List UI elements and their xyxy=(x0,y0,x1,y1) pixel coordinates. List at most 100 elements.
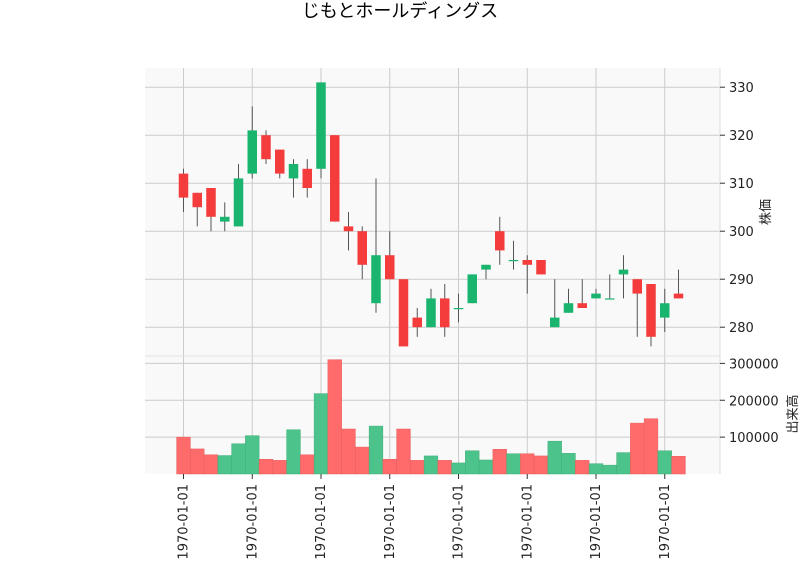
volume-bar xyxy=(217,455,232,475)
grid-lines xyxy=(145,68,721,474)
volume-bar xyxy=(561,453,576,475)
volume-bar xyxy=(327,359,342,475)
volume-bar xyxy=(465,450,480,475)
volume-bar xyxy=(547,440,562,475)
volume-bars xyxy=(176,359,686,475)
volume-tick-label: 200000 xyxy=(729,394,779,409)
candle-body xyxy=(632,279,642,294)
volume-bar xyxy=(258,459,274,475)
volume-bar xyxy=(520,453,535,475)
volume-bar xyxy=(451,462,466,475)
volume-bar xyxy=(382,459,397,475)
volume-bar xyxy=(396,428,411,475)
candle-body xyxy=(220,216,230,222)
candle-body xyxy=(357,231,367,265)
candle-body xyxy=(605,298,615,300)
volume-axis: 100000 200000 300000 xyxy=(720,357,779,446)
volume-bar xyxy=(300,454,315,475)
x-tick-label: 1970-01-01 xyxy=(589,484,604,560)
volume-bar xyxy=(176,436,191,475)
volume-bar xyxy=(588,463,604,475)
price-tick-label: 330 xyxy=(729,81,754,96)
candle-body xyxy=(385,255,395,280)
candle-body xyxy=(192,192,202,208)
chart-title: じもとホールディングス xyxy=(302,1,498,22)
volume-bar xyxy=(286,429,301,475)
x-tick-label: 1970-01-01 xyxy=(452,484,467,560)
price-candles xyxy=(178,82,684,347)
candle-body xyxy=(550,317,560,328)
volume-bar xyxy=(368,425,384,475)
candle-body xyxy=(577,303,587,308)
volume-bar xyxy=(341,428,356,475)
candle-body xyxy=(398,279,409,347)
price-tick-label: 310 xyxy=(729,177,754,192)
volume-tick-label: 300000 xyxy=(729,357,779,372)
volume-bar xyxy=(492,449,507,475)
candle-body xyxy=(563,303,574,313)
candle-body xyxy=(453,308,464,310)
volume-bar xyxy=(355,446,370,475)
candle-body xyxy=(508,260,519,262)
volume-bar xyxy=(506,453,521,475)
candle-body xyxy=(343,226,354,232)
volume-bar xyxy=(630,422,645,475)
volume-tick-label: 100000 xyxy=(729,431,779,446)
candle-body xyxy=(302,168,312,188)
volume-bar xyxy=(643,418,659,475)
candle-body xyxy=(247,130,257,174)
candle-body xyxy=(233,178,244,227)
volume-bar xyxy=(203,454,219,475)
candle-body xyxy=(591,293,601,299)
x-tick-label: 1970-01-01 xyxy=(383,484,398,560)
volume-bar xyxy=(602,464,617,475)
price-tick-label: 300 xyxy=(729,225,754,240)
volume-bar xyxy=(231,443,246,475)
price-axis-label: 株価 xyxy=(759,199,774,225)
volume-bar xyxy=(190,448,205,475)
volume-bar xyxy=(616,452,631,475)
candle-body xyxy=(288,164,299,179)
candle-body xyxy=(426,298,436,328)
volume-bar xyxy=(313,393,329,475)
x-tick-label: 1970-01-01 xyxy=(177,484,192,560)
candle-body xyxy=(646,284,656,337)
candle-body xyxy=(330,135,340,222)
price-axis: 280 290 300 310 320 330 xyxy=(720,81,754,336)
volume-bar xyxy=(575,460,590,475)
volume-bar xyxy=(533,455,549,475)
price-tick-label: 290 xyxy=(729,273,754,288)
x-tick-label: 1970-01-01 xyxy=(520,484,535,560)
candle-body xyxy=(618,269,629,275)
candle-body xyxy=(440,298,450,328)
volume-bar xyxy=(657,450,672,475)
candle-body xyxy=(522,260,532,265)
volume-bar xyxy=(423,455,439,475)
volume-bar xyxy=(478,459,494,475)
volume-bar xyxy=(272,460,287,475)
volume-bar xyxy=(245,435,260,475)
price-tick-label: 280 xyxy=(729,321,754,336)
volume-axis-label: 出来高 xyxy=(785,394,800,433)
candle-body xyxy=(371,255,381,304)
candle-body xyxy=(673,293,684,299)
candle-body xyxy=(536,260,546,275)
candle-body xyxy=(495,231,505,251)
volume-bar xyxy=(410,460,425,475)
candle-body xyxy=(206,188,216,217)
candle-body xyxy=(316,82,326,169)
x-tick-label: 1970-01-01 xyxy=(245,484,260,560)
candle-body xyxy=(467,274,477,304)
volume-bar xyxy=(437,460,452,475)
x-tick-label: 1970-01-01 xyxy=(314,484,329,560)
x-axis: 1970-01-01 1970-01-01 1970-01-01 1970-01-01… xyxy=(177,474,673,560)
candle-body xyxy=(412,317,422,328)
price-tick-label: 320 xyxy=(729,129,754,144)
volume-bar xyxy=(671,456,686,475)
candle-body xyxy=(660,303,670,318)
candle-body xyxy=(261,135,271,160)
candle-body xyxy=(481,264,491,270)
candle-body xyxy=(178,173,189,198)
candle-body xyxy=(275,149,285,174)
